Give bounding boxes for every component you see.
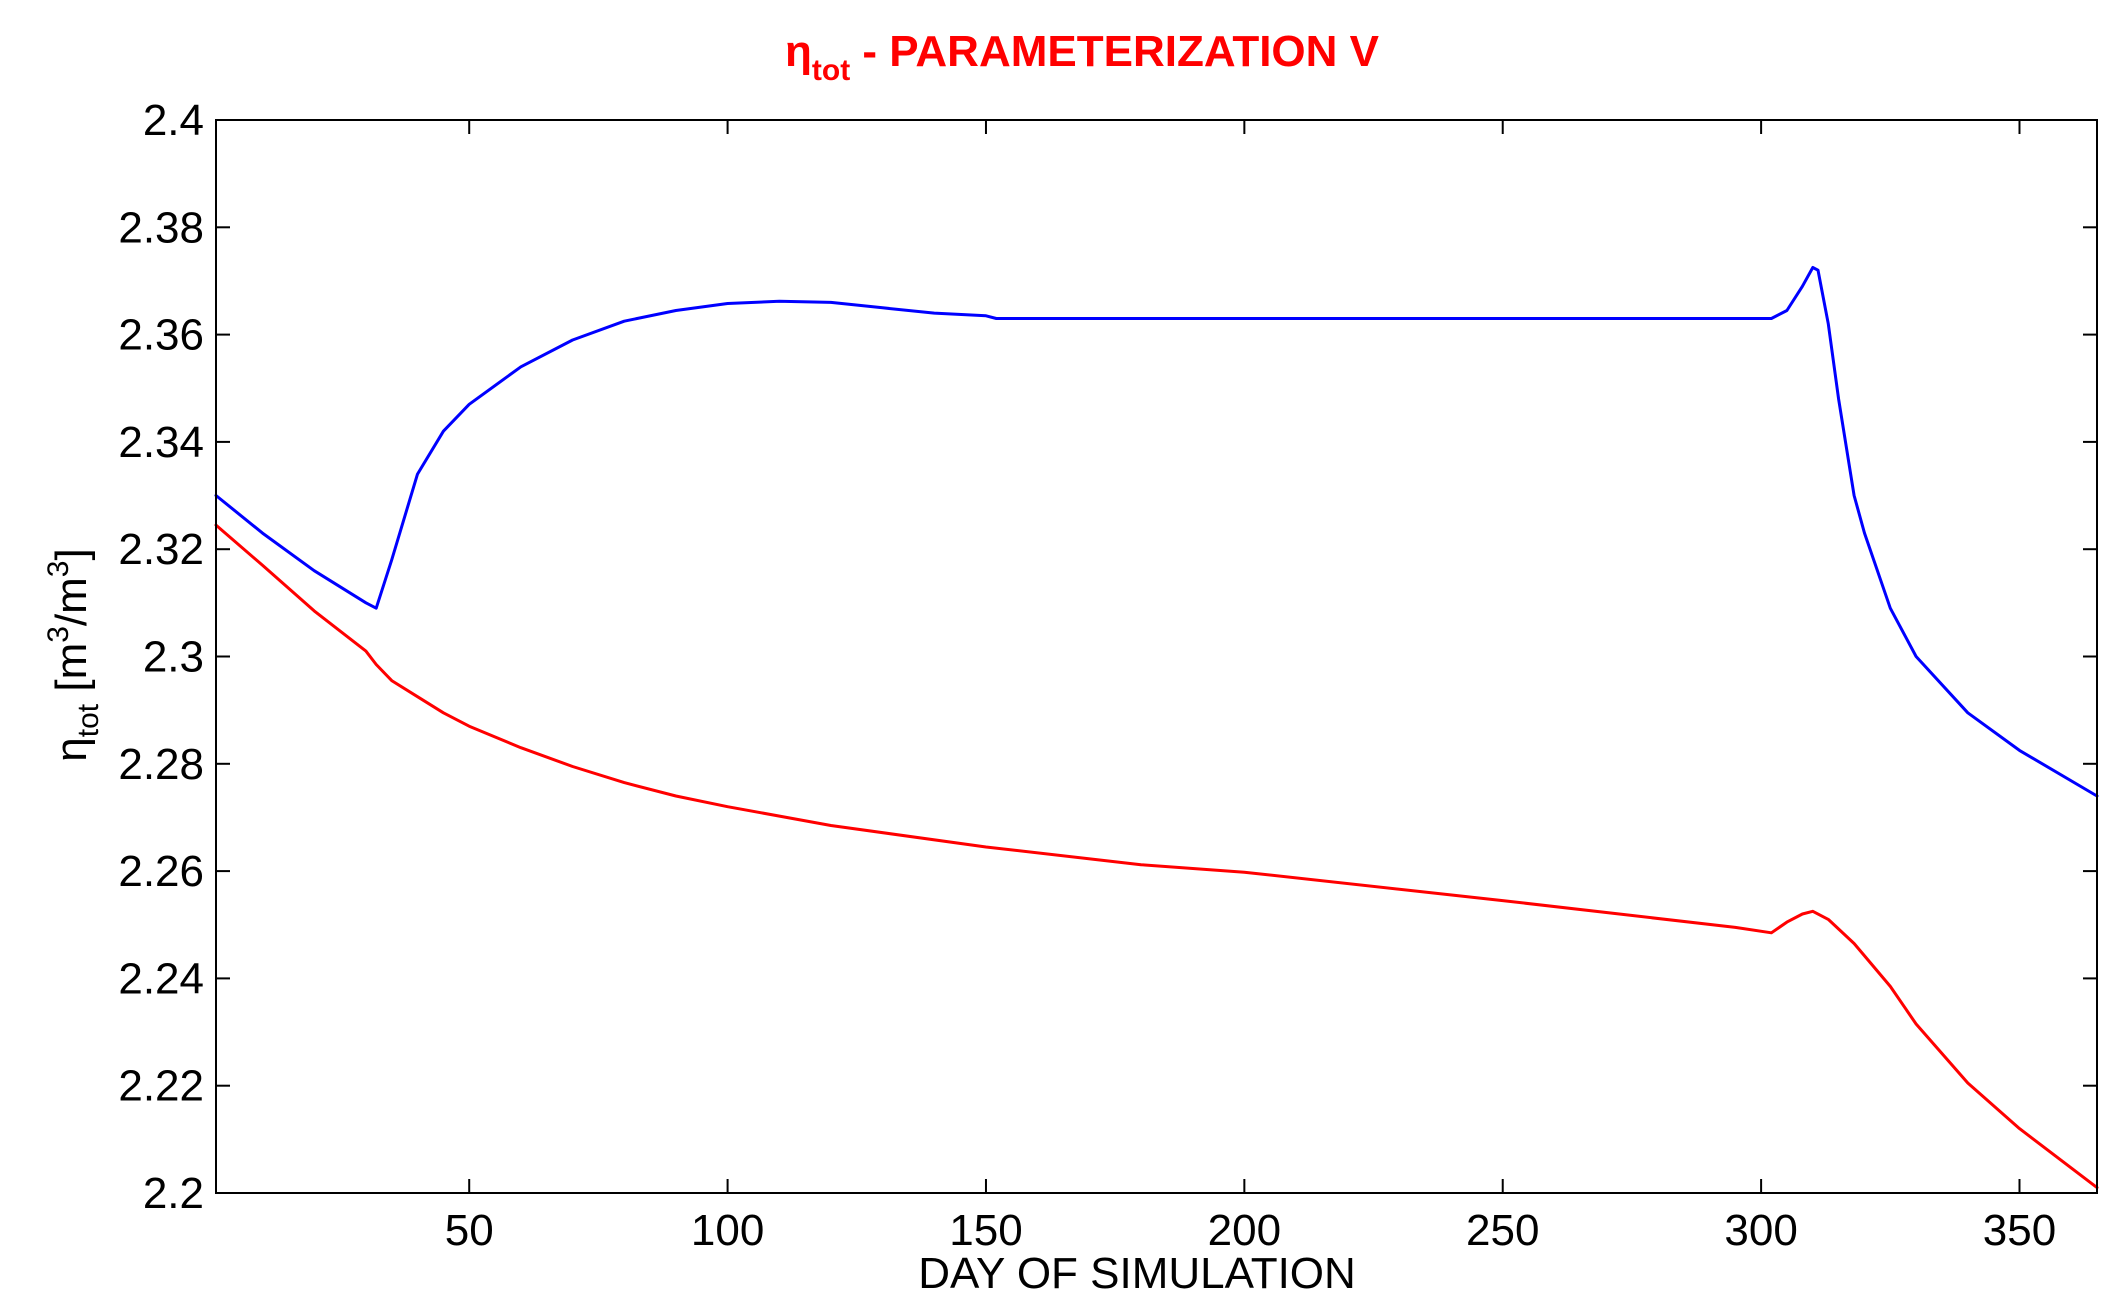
y-tick-label: 2.3 — [143, 633, 204, 682]
x-tick-label: 100 — [691, 1206, 764, 1255]
y-axis-label-unit-mid: /m — [47, 577, 96, 626]
tick-labels-layer: 50 100 150 200 250 300 350 2.2 2.22 2.24 2.26 2.28 2… — [118, 96, 2056, 1255]
x-tick-label: 350 — [1983, 1206, 2056, 1255]
y-tick-label: 2.2 — [143, 1169, 204, 1218]
x-tick-label: 250 — [1466, 1206, 1539, 1255]
chart-title-symbol: η — [785, 27, 812, 76]
y-axis-label-unit-close: ] — [47, 548, 96, 560]
y-axis-label-unit-sup1: 3 — [42, 626, 75, 643]
x-tick-label: 50 — [445, 1206, 494, 1255]
y-tick-label: 2.32 — [118, 525, 204, 574]
y-tick-label: 2.28 — [118, 740, 204, 789]
y-tick-label: 2.22 — [118, 1062, 204, 1111]
y-axis-label-subscript: tot — [72, 703, 105, 737]
y-axis-label-unit-open: [m — [47, 643, 96, 704]
y-axis-label-unit-sup2: 3 — [42, 561, 75, 578]
y-tick-label: 2.36 — [118, 311, 204, 360]
series-line-1 — [214, 266, 2099, 798]
series-line-2 — [214, 523, 2099, 1190]
chart-title-text: - PARAMETERIZATION V — [850, 27, 1379, 76]
y-axis-label: ηtot [m3/m3] — [42, 548, 105, 761]
y-tick-label: 2.38 — [118, 203, 204, 252]
x-tick-label: 300 — [1724, 1206, 1797, 1255]
y-tick-label: 2.34 — [118, 418, 204, 467]
chart-title: ηtot - PARAMETERIZATION V — [785, 27, 1380, 87]
plot-area-frame — [215, 119, 2098, 1194]
x-axis-label: DAY OF SIMULATION — [918, 1249, 1356, 1292]
y-tick-label: 2.24 — [118, 954, 204, 1003]
x-tick-label: 150 — [949, 1206, 1022, 1255]
x-tick-label: 200 — [1208, 1206, 1281, 1255]
y-tick-label: 2.26 — [118, 847, 204, 896]
y-tick-label: 2.4 — [143, 96, 204, 145]
y-axis-label-symbol: η — [47, 737, 96, 761]
series-layer — [214, 266, 2099, 1190]
chart-title-subscript: tot — [812, 54, 850, 87]
